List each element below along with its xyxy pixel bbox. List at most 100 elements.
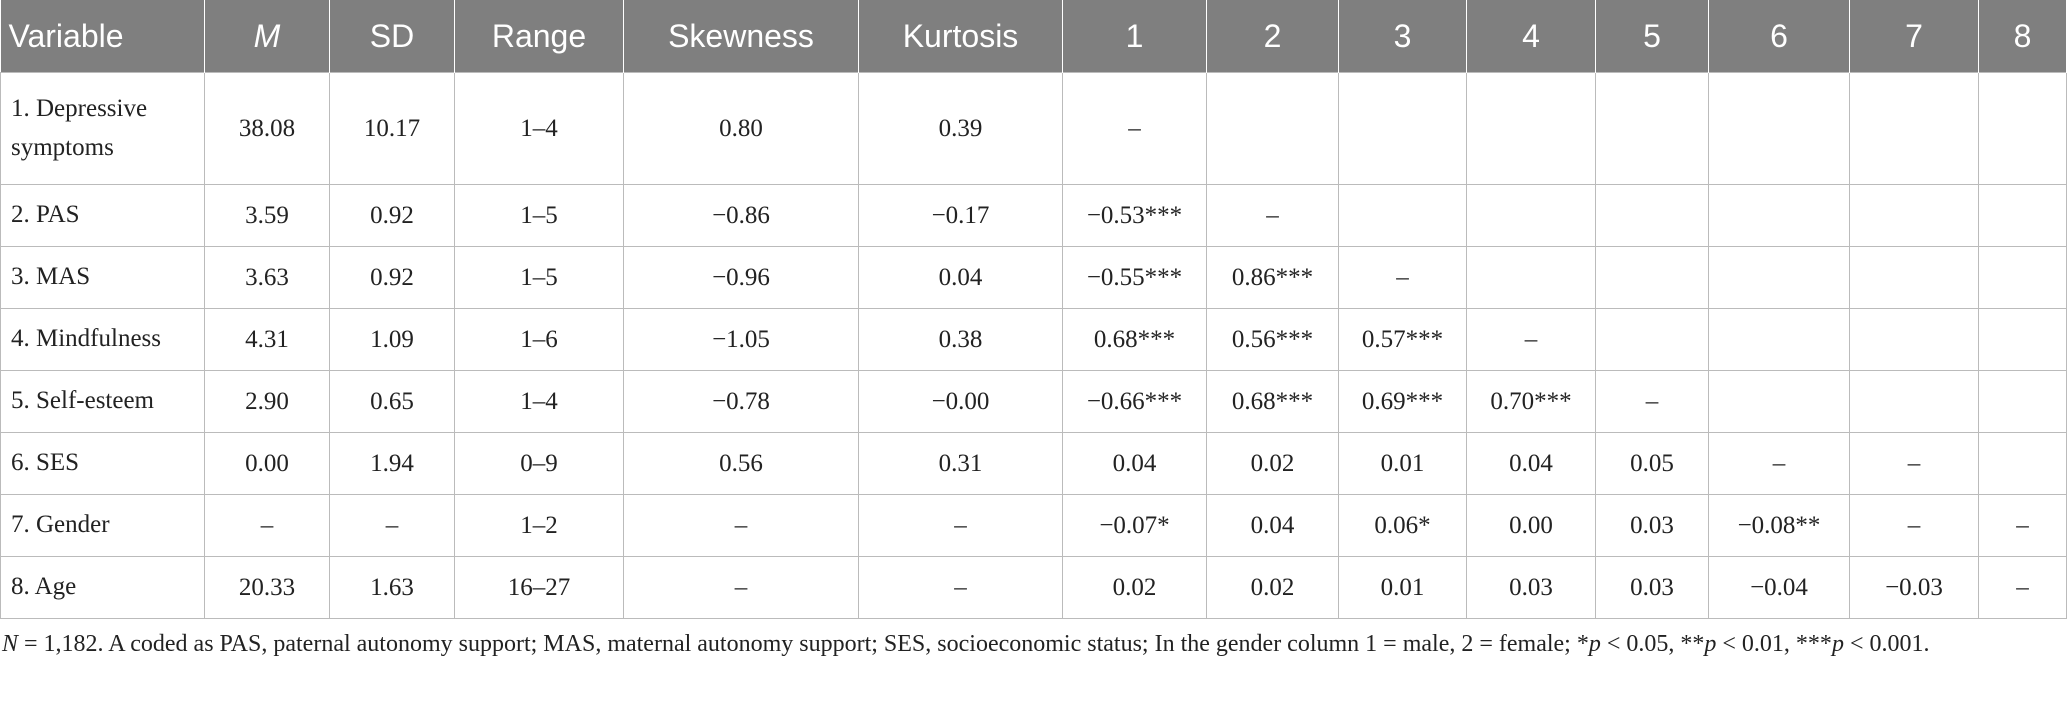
table-cell: 0.92 <box>329 184 455 247</box>
table-cell: – <box>623 494 859 557</box>
table-cell: – <box>1849 494 1979 557</box>
empty-cell <box>1595 246 1709 309</box>
empty-cell <box>1338 184 1467 247</box>
table-row: 2. PAS 3.59 0.92 1–5 −0.86 −0.17 −0.53*** – <box>0 184 2067 247</box>
table-row: 1. Depressive symptoms 38.08 10.17 1–4 0.80 0… <box>0 72 2067 185</box>
empty-cell <box>1849 370 1979 433</box>
footnote: N = 1,182. A coded as PAS, paternal auto… <box>0 619 1966 662</box>
table-cell: 0.68*** <box>1206 370 1339 433</box>
footnote-text: N <box>2 631 19 657</box>
table-cell: – <box>204 494 330 557</box>
empty-cell <box>1708 246 1850 309</box>
table-cell: −0.08** <box>1708 494 1850 557</box>
empty-cell <box>1595 184 1709 247</box>
table-cell: 0.86*** <box>1206 246 1339 309</box>
table-cell: 7. Gender <box>0 494 205 557</box>
table-cell: −0.78 <box>623 370 859 433</box>
table-cell: 0.70*** <box>1466 370 1596 433</box>
empty-cell <box>1849 184 1979 247</box>
table-cell: −0.66*** <box>1062 370 1207 433</box>
empty-cell <box>1708 308 1850 371</box>
table-cell: 5. Self-esteem <box>0 370 205 433</box>
table-cell: 6. SES <box>0 432 205 495</box>
empty-cell <box>1849 308 1979 371</box>
table-cell: 0.05 <box>1595 432 1709 495</box>
table-cell: 1.09 <box>329 308 455 371</box>
table-row: 5. Self-esteem 2.90 0.65 1–4 −0.78 −0.00 −0.66… <box>0 370 2067 433</box>
table-cell: 0.69*** <box>1338 370 1467 433</box>
table-cell: −0.04 <box>1708 556 1850 619</box>
table-body: 1. Depressive symptoms 38.08 10.17 1–4 0.80 0… <box>0 72 2067 619</box>
table-cell: −0.17 <box>858 184 1063 247</box>
table-row: 3. MAS 3.63 0.92 1–5 −0.96 0.04 −0.55*** 0.86**… <box>0 246 2067 309</box>
table-cell: −0.96 <box>623 246 859 309</box>
table-cell: – <box>1595 370 1709 433</box>
header-cell: Range <box>454 0 624 73</box>
header-cell: Skewness <box>623 0 859 73</box>
table-cell: – <box>623 556 859 619</box>
empty-cell <box>1466 184 1596 247</box>
table-cell: 0.02 <box>1206 432 1339 495</box>
table-cell: 4. Mindfulness <box>0 308 205 371</box>
table-cell: – <box>1466 308 1596 371</box>
table-cell: 0.56*** <box>1206 308 1339 371</box>
table-cell: – <box>329 494 455 557</box>
header-cell: 3 <box>1338 0 1467 73</box>
table-cell: 1–4 <box>454 72 624 185</box>
header-cell: SD <box>329 0 455 73</box>
table-cell: – <box>858 494 1063 557</box>
table-cell: – <box>1978 556 2067 619</box>
footnote-text: p <box>1831 631 1844 657</box>
table-cell: 0.04 <box>858 246 1063 309</box>
header-cell: Kurtosis <box>858 0 1063 73</box>
empty-cell <box>1466 246 1596 309</box>
empty-cell <box>1708 72 1850 185</box>
table-cell: – <box>1708 432 1850 495</box>
table-cell: 1.63 <box>329 556 455 619</box>
table-cell: 0.04 <box>1466 432 1596 495</box>
table-cell: 2.90 <box>204 370 330 433</box>
table-cell: 1–6 <box>454 308 624 371</box>
table-cell: 2. PAS <box>0 184 205 247</box>
table-cell: −0.00 <box>858 370 1063 433</box>
table-cell: 0.03 <box>1466 556 1596 619</box>
empty-cell <box>1206 72 1339 185</box>
table-cell: – <box>1849 432 1979 495</box>
footnote-text: < 0.05, ** <box>1600 631 1705 657</box>
table-cell: 0.02 <box>1206 556 1339 619</box>
table-cell: – <box>1978 494 2067 557</box>
table-cell: 0.03 <box>1595 494 1709 557</box>
empty-cell <box>1978 184 2067 247</box>
table-cell: 0.00 <box>1466 494 1596 557</box>
table-cell: 10.17 <box>329 72 455 185</box>
table-cell: 0–9 <box>454 432 624 495</box>
table-cell: – <box>858 556 1063 619</box>
table-row: 8. Age 20.33 1.63 16–27– –0.02 0.02 0.01 0.03 0.… <box>0 556 2067 619</box>
table-cell: 3.59 <box>204 184 330 247</box>
table-cell: 20.33 <box>204 556 330 619</box>
empty-cell <box>1338 72 1467 185</box>
header-cell: Variable <box>0 0 205 73</box>
table-cell: 0.06* <box>1338 494 1467 557</box>
empty-cell <box>1466 72 1596 185</box>
header-cell: 7 <box>1849 0 1979 73</box>
table-cell: 0.04 <box>1206 494 1339 557</box>
footnote-text: < 0.001. <box>1843 631 1930 657</box>
empty-cell <box>1978 246 2067 309</box>
empty-cell <box>1708 184 1850 247</box>
empty-cell <box>1595 308 1709 371</box>
table-cell: 0.00 <box>204 432 330 495</box>
empty-cell <box>1708 370 1850 433</box>
table-cell: 38.08 <box>204 72 330 185</box>
stats-table: Variable M SD Range Skewness Kurtosis 1 2 3 4 5 6 7 8… <box>0 0 2067 619</box>
table-cell: 0.04 <box>1062 432 1207 495</box>
table-cell: 8. Age <box>0 556 205 619</box>
empty-cell <box>1849 72 1979 185</box>
table-cell: 4.31 <box>204 308 330 371</box>
table-cell: 0.80 <box>623 72 859 185</box>
empty-cell <box>1978 370 2067 433</box>
table-cell: 0.03 <box>1595 556 1709 619</box>
table-cell: −1.05 <box>623 308 859 371</box>
table-cell: 0.38 <box>858 308 1063 371</box>
